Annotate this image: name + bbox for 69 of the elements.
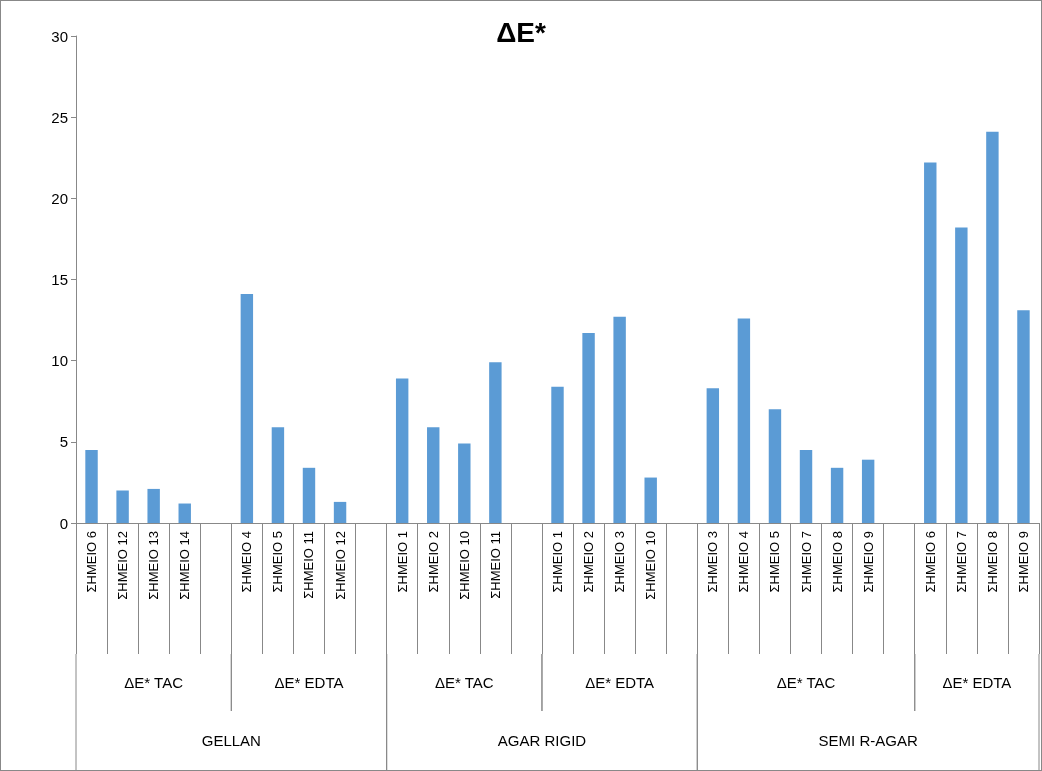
y-tick-label: 20: [51, 189, 68, 207]
bar: [458, 443, 471, 523]
x-tick-label: ΣΗΜΕΙΟ 8: [829, 531, 845, 593]
bar: [178, 503, 191, 523]
bar: [799, 449, 813, 523]
bar: [924, 162, 937, 523]
x-tick-label: ΣΗΜΕΙΟ 7: [953, 531, 969, 593]
x-tick-label: ΣΗΜΕΙΟ 13: [146, 531, 162, 600]
bar: [395, 378, 409, 523]
bar: [582, 333, 595, 523]
bar: [147, 488, 160, 523]
bar: [644, 477, 657, 523]
x-tick-label: ΣΗΜΕΙΟ 12: [332, 531, 348, 600]
text: GELLAN: [201, 732, 261, 749]
bar: [737, 318, 751, 523]
bar: [986, 131, 999, 523]
x-tick-label: ΣΗΜΕΙΟ 5: [767, 531, 783, 593]
x-tick-label: ΣΗΜΕΙΟ 4: [239, 531, 255, 593]
text: ΔE* EDTA: [274, 674, 344, 691]
y-tick-label: 25: [51, 108, 68, 126]
bar: [955, 227, 968, 523]
y-tick-label: 30: [51, 27, 68, 45]
bar: [333, 501, 347, 523]
x-tick-label: ΣΗΜΕΙΟ 10: [643, 531, 659, 600]
x-tick-label: ΣΗΜΕΙΟ 12: [115, 531, 131, 600]
text: ΔE* TAC: [434, 674, 494, 691]
bar: [489, 362, 502, 523]
x-tick-label: ΣΗΜΕΙΟ 4: [736, 531, 752, 593]
x-tick-label: ΣΗΜΕΙΟ 1: [394, 531, 410, 593]
text: SEMI R-AGAR: [818, 732, 918, 749]
text: ΔE* TAC: [776, 674, 836, 691]
x-tick-label: ΣΗΜΕΙΟ 11: [487, 531, 503, 599]
x-tick-label: ΣΗΜΕΙΟ 1: [550, 531, 565, 593]
y-tick-label: 15: [51, 271, 68, 288]
bar: [830, 467, 844, 523]
x-tick-label: ΣΗΜΕΙΟ 10: [456, 531, 472, 600]
x-tick-label: ΣΗΜΕΙΟ 6: [84, 531, 100, 593]
y-tick-label: 0: [59, 514, 68, 532]
bar: [427, 427, 440, 523]
bar: [706, 388, 720, 523]
x-tick-label: ΣΗΜΕΙΟ 2: [581, 531, 597, 593]
text: ΔE* EDTA: [585, 674, 655, 691]
x-tick-label: ΣΗΜΕΙΟ 9: [1015, 531, 1031, 593]
x-tick-label: ΣΗΜΕΙΟ 3: [612, 531, 628, 593]
text: ΔE* EDTA: [942, 674, 1012, 691]
x-tick-label: ΣΗΜΕΙΟ 9: [860, 531, 876, 593]
x-tick-label: ΣΗΜΕΙΟ 3: [705, 531, 721, 593]
text: AGAR RIGID: [497, 732, 587, 749]
bar: [271, 427, 285, 523]
bar: [85, 449, 98, 523]
bar: [613, 316, 626, 523]
y-tick-label: 5: [59, 433, 68, 451]
x-tick-label: ΣΗΜΕΙΟ 8: [984, 531, 1000, 593]
x-tick-label: ΣΗΜΕΙΟ 11: [301, 531, 317, 599]
x-tick-label: ΣΗΜΕΙΟ 7: [798, 531, 814, 593]
bar: [240, 294, 254, 523]
bar: [1017, 310, 1030, 523]
bar: [116, 490, 129, 523]
bar: [302, 467, 316, 523]
bar: [861, 459, 875, 523]
x-tick-label: ΣΗΜΕΙΟ 5: [270, 531, 286, 593]
chart-title: ΔE*: [496, 16, 546, 48]
bar: [768, 409, 782, 523]
y-tick-label: 10: [51, 352, 68, 370]
bar: [551, 386, 564, 523]
x-tick-label: ΣΗΜΕΙΟ 2: [425, 531, 441, 593]
x-tick-label: ΣΗΜΕΙΟ 6: [922, 531, 938, 593]
x-tick-label: ΣΗΜΕΙΟ 14: [177, 531, 193, 600]
text: ΔE* TAC: [124, 674, 184, 691]
